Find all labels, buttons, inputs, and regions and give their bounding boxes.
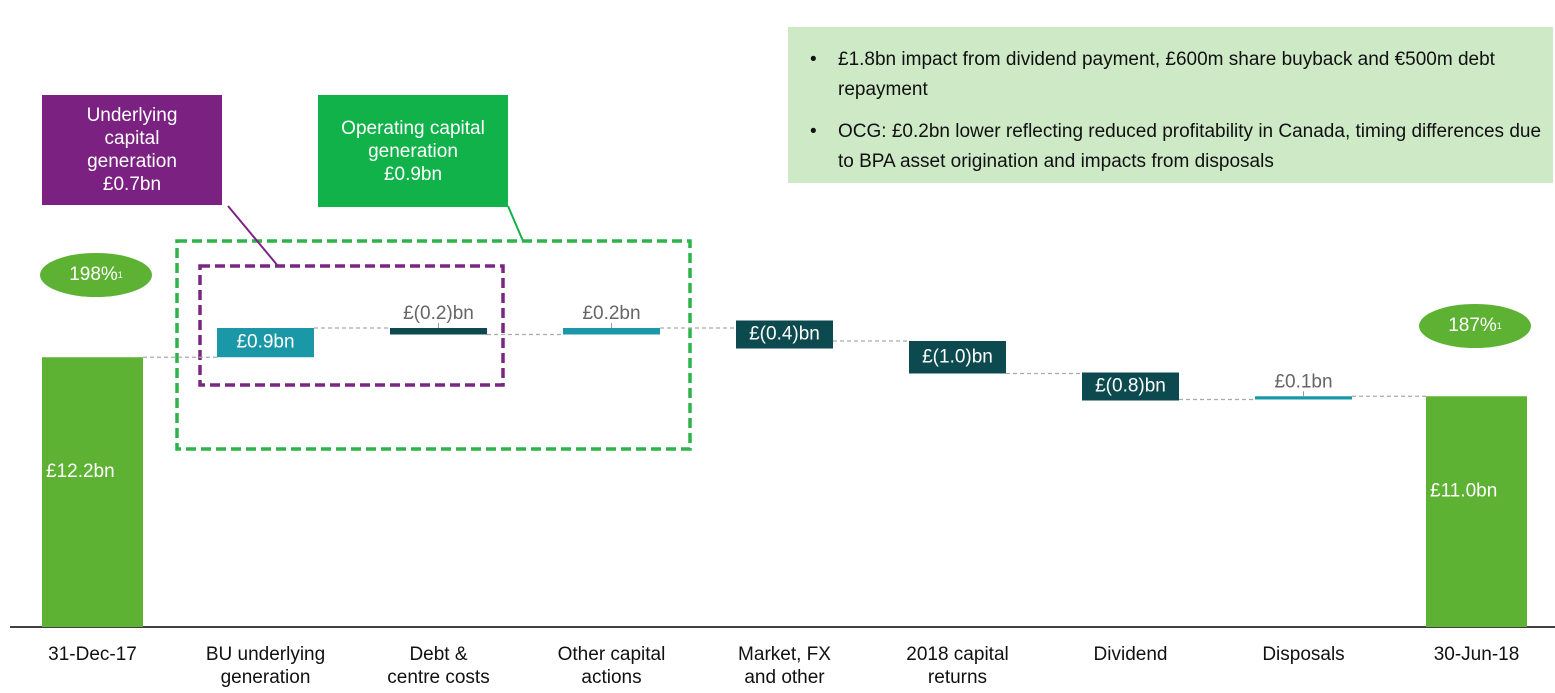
solvency-end: 187% 1 (1419, 304, 1531, 348)
x-tick-label: Dividend (1093, 644, 1168, 665)
value-label: £(1.0)bn (922, 346, 993, 367)
underlying-frame (198, 264, 505, 387)
x-tick-label: Debt & centre costs (387, 644, 490, 688)
x-tick-label: Disposals (1262, 644, 1345, 665)
operating-pointer (507, 205, 524, 242)
bullet: £1.8bn impact from dividend payment, £60… (810, 45, 1545, 105)
bullet: OCG: £0.2bn lower reflecting reduced pro… (810, 117, 1545, 177)
commentary: £1.8bn impact from dividend payment, £60… (788, 27, 1553, 183)
solvency-text: 198% (69, 264, 118, 285)
bar (217, 328, 314, 358)
solvency-text: 187% (1448, 315, 1497, 336)
operating-callout: Operating capital generation £0.9bn (318, 95, 508, 207)
x-tick-label: Market, FX and other (738, 644, 831, 688)
x-tick-label: 30-Jun-18 (1433, 644, 1520, 665)
value-label: £0.2bn (582, 303, 640, 324)
value-label: £(0.2)bn (403, 303, 474, 324)
bar (1255, 396, 1352, 400)
bar (390, 328, 487, 335)
value-label: £(0.4)bn (749, 324, 820, 345)
operating-frame (175, 239, 692, 451)
value-label: £12.2bn (46, 461, 115, 482)
x-tick-label: 31-Dec-17 (48, 644, 137, 665)
footnote: 1 (117, 270, 123, 280)
label-background (736, 320, 833, 349)
value-label: £(0.8)bn (1095, 376, 1166, 397)
bar (563, 328, 660, 335)
x-tick-label: Other capital actions (557, 644, 666, 688)
solvency-start: 198% 1 (40, 253, 152, 297)
footnote: 1 (1496, 321, 1502, 331)
x-tick-label: 2018 capital returns (906, 644, 1009, 688)
bar (1426, 396, 1527, 627)
label-background (909, 341, 1006, 374)
underlying-callout: Underlying capital generation £0.7bn (42, 95, 222, 205)
label-background (1082, 372, 1179, 401)
value-label: £0.9bn (236, 332, 294, 353)
value-label: £0.1bn (1274, 371, 1332, 392)
bar (42, 357, 143, 627)
x-tick-label: BU underlying generation (205, 644, 326, 688)
underlying-pointer (227, 205, 279, 267)
value-label: £11.0bn (1430, 481, 1497, 502)
